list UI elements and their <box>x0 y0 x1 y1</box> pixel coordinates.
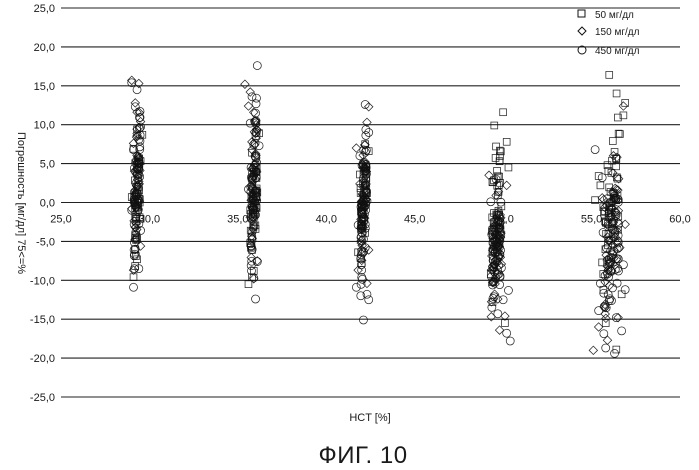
data-point-circle <box>602 344 610 352</box>
data-point-circle <box>252 94 260 102</box>
y-tick-label: -5,0 <box>36 236 55 248</box>
legend: 50 мг/дл 150 мг/дл 450 мг/дл <box>578 10 640 57</box>
data-point-circle <box>499 296 507 304</box>
data-point-square <box>491 122 498 129</box>
data-point-circle <box>503 329 511 337</box>
data-point-circle <box>599 228 607 236</box>
data-point-circle <box>133 86 141 94</box>
data-point-circle <box>252 295 260 303</box>
legend-label-50: 50 мг/дл <box>595 10 634 21</box>
y-tick-label: 15,0 <box>34 81 55 93</box>
data-point-diamond <box>246 88 254 96</box>
y-tick-label: -15,0 <box>30 314 55 326</box>
data-point-diamond <box>352 144 360 152</box>
data-point-square <box>609 138 616 145</box>
y-tick-label: 10,0 <box>34 120 55 132</box>
data-point-circle <box>600 330 608 338</box>
y-tick-label: 25,0 <box>34 3 55 15</box>
x-tick-label: 45,0 <box>404 214 425 226</box>
data-point-square <box>611 149 618 156</box>
legend-label-150: 150 мг/дл <box>595 27 640 38</box>
data-point-diamond <box>241 80 249 88</box>
data-point-diamond <box>244 102 252 110</box>
figure-caption: ФИГ. 10 <box>318 442 407 469</box>
data-point-circle <box>352 283 360 291</box>
x-tick-label: 40,0 <box>316 214 337 226</box>
data-point-circle <box>359 316 367 324</box>
legend-label-450: 450 мг/дл <box>595 46 640 57</box>
data-point-square <box>245 281 252 288</box>
data-point-circle <box>488 303 496 311</box>
data-point-circle <box>248 93 256 101</box>
y-tick-label: -10,0 <box>30 275 55 287</box>
legend-marker-150 <box>578 27 586 35</box>
data-point-square <box>505 164 512 171</box>
data-point-diamond <box>598 194 606 202</box>
data-point-diamond <box>594 323 602 331</box>
data-point-square <box>597 182 604 189</box>
data-point-circle <box>591 146 599 154</box>
data-point-diamond <box>589 346 597 354</box>
y-tick-label: 0,0 <box>40 198 55 210</box>
data-point-circle <box>506 337 514 345</box>
y-tick-label: -20,0 <box>30 353 55 365</box>
data-point-circle <box>618 327 626 335</box>
data-point-diamond <box>614 313 622 321</box>
y-tick-label: 20,0 <box>34 42 55 54</box>
y-tick-label: -25,0 <box>30 392 55 404</box>
data-point-square <box>503 138 510 145</box>
data-point-square <box>500 109 507 116</box>
data-point-circle <box>504 286 512 294</box>
x-axis-title: HCT [%] <box>349 412 390 424</box>
data-point-circle <box>253 62 261 70</box>
x-tick-label: 60,0 <box>669 214 690 226</box>
y-axis-title: Погрешность [мг/дл] 75<=% <box>15 132 27 274</box>
data-point-diamond <box>363 118 371 126</box>
data-point-circle <box>130 283 138 291</box>
point-layer <box>128 62 630 358</box>
x-tick-label: 55,0 <box>581 214 602 226</box>
x-tick-label: 25,0 <box>50 214 71 226</box>
y-tick-label: 5,0 <box>40 159 55 171</box>
x-tick-label: 35,0 <box>227 214 248 226</box>
data-point-circle <box>611 349 619 357</box>
data-point-square <box>606 72 613 79</box>
data-point-circle <box>365 296 373 304</box>
legend-marker-50 <box>578 10 585 17</box>
data-point-square <box>613 90 620 97</box>
data-point-diamond <box>621 220 629 228</box>
data-point-circle <box>487 198 495 206</box>
